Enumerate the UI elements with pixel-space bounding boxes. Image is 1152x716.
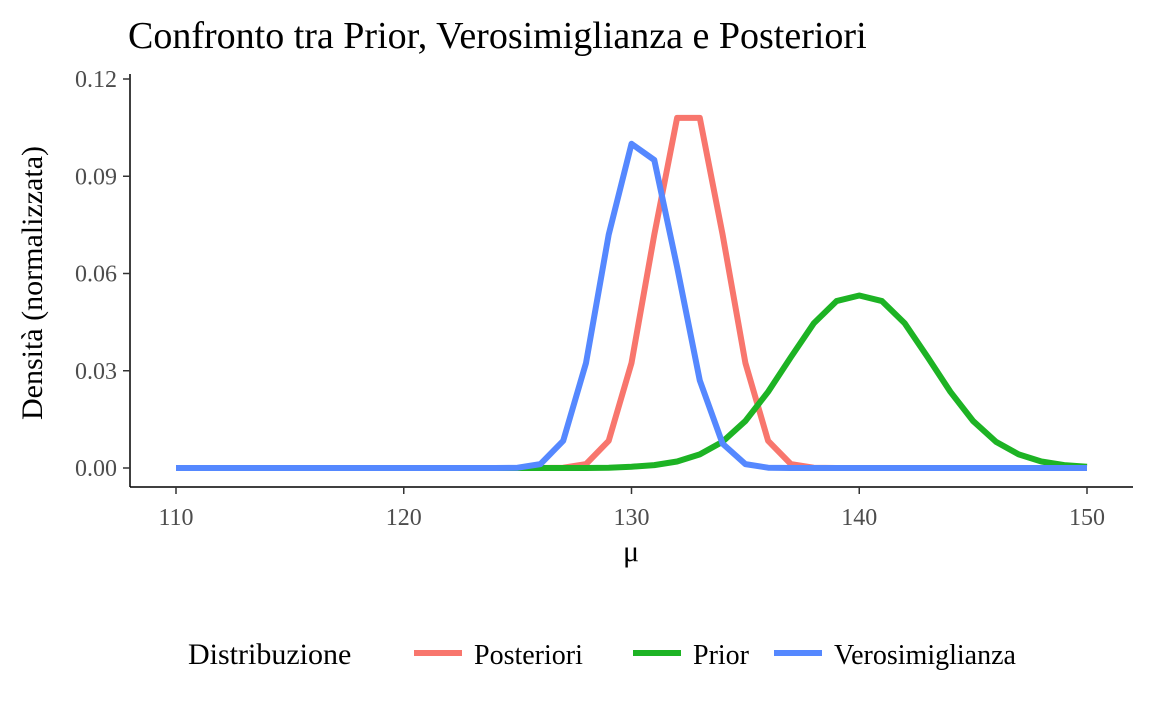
y-tick-label: 0.00: [75, 456, 117, 482]
series-line-verosimiglianza: [176, 140, 1087, 471]
y-axis-title: Densità (normalizzata): [16, 146, 49, 420]
legend-items: Posteriori Prior Verosimiglianza: [414, 640, 1017, 671]
y-ticks: 0.00 0.03 0.06 0.09 0.12: [75, 67, 130, 482]
legend-title: Distribuzione: [188, 638, 351, 671]
y-tick-label: 0.09: [75, 164, 117, 190]
x-ticks: 110 120 130 140 150: [158, 487, 1105, 531]
legend-label-verosimiglianza: Verosimiglianza: [834, 640, 1017, 671]
series-line-posteriori: [176, 114, 1087, 471]
x-axis-title: μ: [623, 535, 639, 568]
plot-lines: [176, 114, 1088, 471]
legend-label-posteriori: Posteriori: [474, 640, 583, 671]
chart-title: Confronto tra Prior, Verosimiglianza e P…: [128, 15, 867, 57]
x-tick-label: 130: [614, 505, 650, 531]
x-tick-label: 110: [158, 505, 193, 531]
series-line-prior: [176, 292, 1088, 471]
y-tick-label: 0.03: [75, 359, 117, 385]
x-tick-label: 150: [1069, 505, 1105, 531]
legend-label-prior: Prior: [693, 640, 750, 671]
x-tick-label: 120: [386, 505, 422, 531]
y-tick-label: 0.12: [75, 67, 117, 93]
x-tick-label: 140: [841, 505, 877, 531]
y-tick-label: 0.06: [75, 262, 117, 288]
legend: Distribuzione Posteriori Prior Verosimigli…: [188, 638, 1017, 671]
